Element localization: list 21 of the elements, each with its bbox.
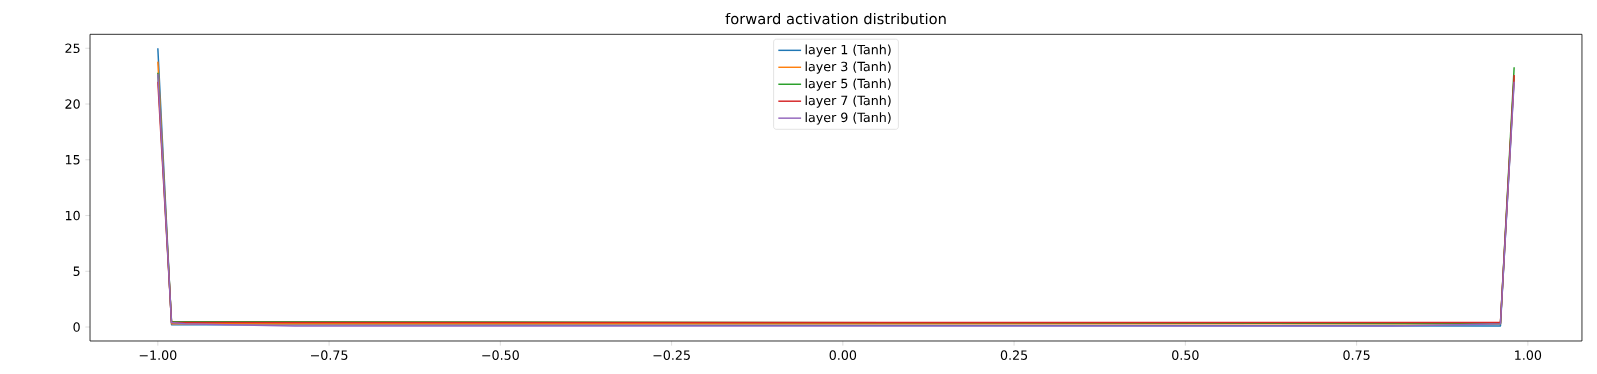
x-tick-label: 0.25 xyxy=(1000,350,1028,360)
legend-label: layer 3 (Tanh) xyxy=(805,61,891,74)
y-tick-label: 0 xyxy=(73,322,80,332)
y-tick-label: 20 xyxy=(65,99,80,109)
legend-label: layer 1 (Tanh) xyxy=(805,44,891,57)
y-tick-label: 15 xyxy=(65,155,80,165)
legend-label: layer 7 (Tanh) xyxy=(805,95,891,108)
x-tick-label: 0.50 xyxy=(1172,350,1199,360)
x-tick-label: 0.00 xyxy=(829,350,857,360)
x-tick-label: −0.25 xyxy=(653,350,690,360)
y-tick-label: 10 xyxy=(65,210,80,221)
legend-label: layer 9 (Tanh) xyxy=(805,112,891,125)
x-tick-label: 0.75 xyxy=(1343,350,1370,360)
x-tick-label: −0.75 xyxy=(311,350,348,360)
y-tick-label: 5 xyxy=(73,266,80,277)
chart-title: forward activation distribution xyxy=(725,12,946,25)
y-tick-label: 25 xyxy=(65,43,80,54)
legend-label: layer 5 (Tanh) xyxy=(805,78,891,91)
x-tick-label: −0.50 xyxy=(482,350,519,360)
x-tick-label: 1.00 xyxy=(1515,350,1542,360)
x-tick-label: −1.00 xyxy=(139,350,177,360)
